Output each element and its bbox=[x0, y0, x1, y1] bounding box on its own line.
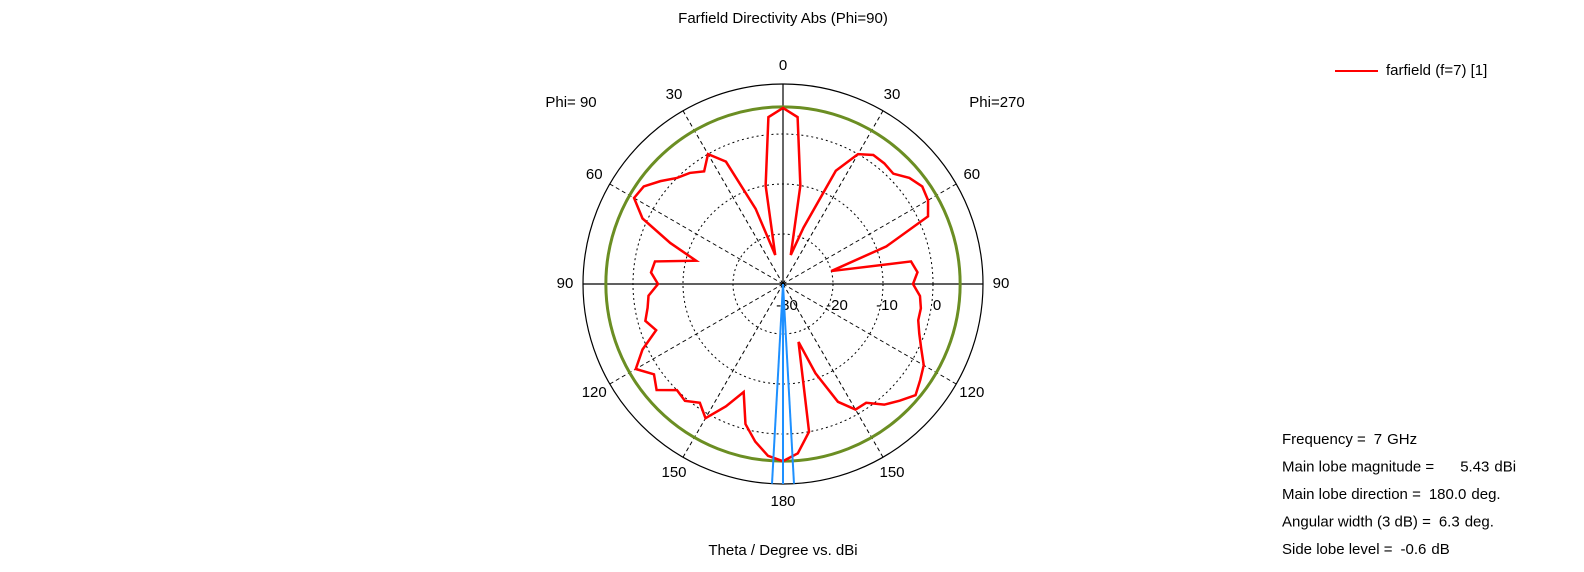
angle-tick-label: 30 bbox=[666, 86, 683, 103]
info-unit: deg. bbox=[1471, 486, 1500, 503]
r-tick-label: -10 bbox=[876, 297, 898, 314]
grid-spoke bbox=[782, 283, 884, 458]
grid-spoke bbox=[682, 283, 784, 458]
info-unit: dBi bbox=[1494, 458, 1516, 475]
angle-tick-label: 30 bbox=[884, 86, 901, 103]
left-label: Phi= 90 bbox=[545, 94, 596, 111]
info-value: 7 bbox=[1374, 431, 1382, 448]
grid-spoke bbox=[782, 283, 957, 385]
info-label: Side lobe level = bbox=[1282, 541, 1393, 558]
r-tick-label: -20 bbox=[826, 297, 848, 314]
angle-tick-label: 90 bbox=[557, 275, 574, 292]
farfield-curve bbox=[632, 106, 930, 463]
info-unit: deg. bbox=[1465, 513, 1494, 530]
grid-spoke bbox=[609, 183, 784, 285]
legend-label: farfield (f=7) [1] bbox=[1386, 62, 1487, 79]
grid-spoke bbox=[682, 110, 784, 285]
grid-spoke bbox=[782, 183, 957, 285]
info-unit: GHz bbox=[1387, 431, 1417, 448]
angle-tick-label: 90 bbox=[993, 275, 1010, 292]
angle-tick-label: 60 bbox=[586, 166, 603, 183]
angle-tick-label: 0 bbox=[779, 57, 787, 74]
info-label: Main lobe magnitude = bbox=[1282, 458, 1434, 475]
info-value: 5.43 bbox=[1460, 458, 1489, 475]
info-label: Frequency = bbox=[1282, 431, 1366, 448]
right-label: Phi=270 bbox=[969, 94, 1024, 111]
angle-tick-label: 120 bbox=[959, 384, 984, 401]
r-tick-label: -30 bbox=[776, 297, 798, 314]
info-value: 6.3 bbox=[1439, 513, 1460, 530]
angle-tick-label: 150 bbox=[661, 464, 686, 481]
beam-line bbox=[771, 283, 784, 484]
axis-label: Theta / Degree vs. dBi bbox=[708, 542, 857, 559]
info-value: 180.0 bbox=[1429, 486, 1467, 503]
angle-tick-label: 60 bbox=[963, 166, 980, 183]
info-label: Angular width (3 dB) = bbox=[1282, 513, 1431, 530]
chart-title: Farfield Directivity Abs (Phi=90) bbox=[678, 10, 888, 27]
r-tick-label: 0 bbox=[933, 297, 941, 314]
info-value: -0.6 bbox=[1401, 541, 1427, 558]
angle-tick-label: 180 bbox=[770, 493, 795, 510]
grid-spoke bbox=[782, 110, 884, 285]
beam-line bbox=[782, 283, 795, 484]
info-label: Main lobe direction = bbox=[1282, 486, 1421, 503]
angle-tick-label: 120 bbox=[582, 384, 607, 401]
grid-spoke bbox=[609, 283, 784, 385]
info-unit: dB bbox=[1431, 541, 1449, 558]
angle-tick-label: 150 bbox=[879, 464, 904, 481]
